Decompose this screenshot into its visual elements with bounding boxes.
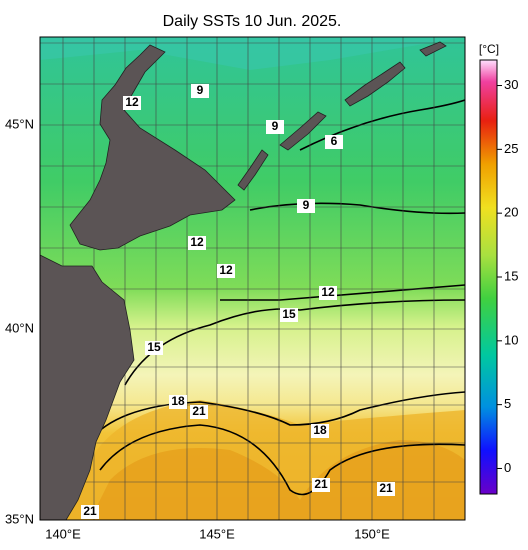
colorbar-tick-label: 30 [504, 77, 518, 92]
contour-label: 21 [314, 477, 328, 491]
contour-label-bg [325, 135, 343, 149]
contour-label-bg [169, 395, 187, 409]
contour-label: 12 [321, 285, 335, 299]
contour-label: 15 [282, 307, 296, 321]
contour-label-bg [145, 341, 163, 355]
contour-label: 9 [197, 83, 204, 97]
contour-label: 21 [379, 481, 393, 495]
contour-label: 9 [303, 198, 310, 212]
contour-label-bg [319, 286, 337, 300]
colorbar-unit: [°C] [479, 42, 499, 56]
land [40, 41, 447, 520]
lat-label: 40°N [5, 320, 34, 335]
contour-label-bg [311, 424, 329, 438]
colorbar-tick-label: 15 [504, 268, 518, 283]
map [40, 37, 465, 520]
contour-label: 18 [171, 394, 185, 408]
contour-label: 6 [331, 134, 338, 148]
colorbar-tick-label: 0 [504, 460, 511, 475]
lon-label: 150°E [354, 526, 390, 541]
colorbar-tick-label: 25 [504, 141, 518, 156]
contour-label-bg [297, 199, 315, 213]
contour-label-bg [191, 84, 209, 98]
warm-core [90, 440, 465, 520]
contour-label-bg [123, 96, 141, 110]
contour-label: 9 [272, 119, 279, 133]
colorbar-tick-label: 20 [504, 205, 518, 220]
contour-label-bg [81, 505, 99, 519]
contour-label-bg [188, 236, 206, 250]
lat-label: 35°N [5, 511, 34, 526]
lon-label: 140°E [45, 526, 81, 541]
contour-label: 15 [147, 340, 161, 354]
contour-label: 12 [219, 263, 233, 277]
contour-label: 12 [190, 235, 204, 249]
contour-label: 18 [313, 423, 327, 437]
colorbar-tick-label: 5 [504, 396, 511, 411]
contour-label: 21 [83, 504, 97, 518]
contour-label-bg [217, 264, 235, 278]
contour-label-bg [190, 405, 208, 419]
lat-label: 45°N [5, 116, 34, 131]
contour-label-bg [377, 482, 395, 496]
contour-label-bg [280, 308, 298, 322]
contour-label-bg [266, 120, 284, 134]
colorbar-tick-label: 10 [504, 332, 518, 347]
lon-label: 145°E [199, 526, 235, 541]
cold-area [40, 37, 465, 70]
contour-label: 12 [125, 95, 139, 109]
map-frame [39, 36, 466, 521]
colorbar [479, 59, 498, 495]
contour-label-bg [312, 478, 330, 492]
title: Daily SSTs 10 Jun. 2025. [163, 13, 342, 30]
contour-label: 21 [192, 404, 206, 418]
